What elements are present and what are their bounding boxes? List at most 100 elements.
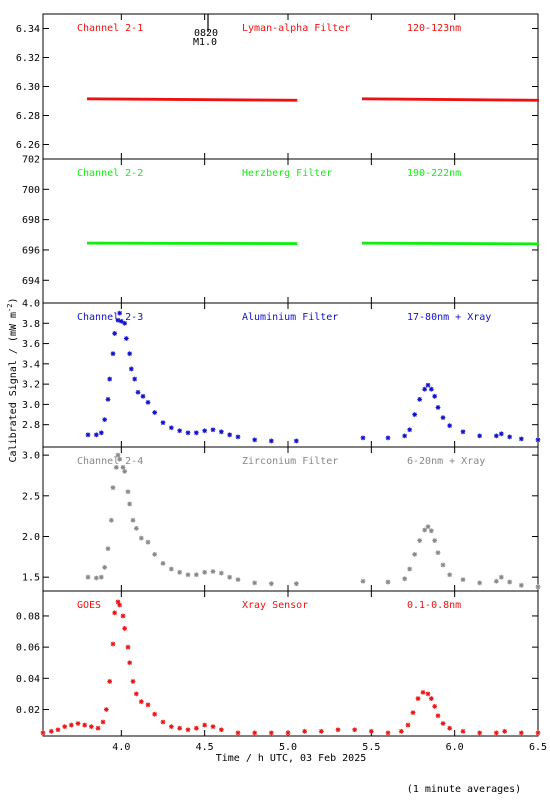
data-point: [373, 241, 376, 245]
data-point: [495, 98, 498, 102]
data-point: [405, 97, 408, 101]
data-point: [115, 599, 121, 605]
data-point: [247, 98, 250, 102]
data-point: [162, 97, 165, 101]
panel-label: Xray Sensor: [242, 600, 308, 611]
data-point: [256, 242, 259, 245]
data-point: [193, 430, 199, 436]
data-point: [456, 98, 459, 102]
data-point: [187, 98, 190, 101]
data-point: [113, 464, 119, 470]
data-point: [352, 727, 358, 733]
data-point: [235, 730, 241, 736]
data-point: [471, 242, 474, 245]
data-point: [408, 241, 411, 245]
data-point: [402, 241, 405, 245]
data-point: [477, 98, 480, 102]
data-point: [474, 98, 477, 102]
data-point: [125, 241, 128, 245]
data-point: [122, 97, 125, 101]
data-point: [112, 610, 118, 616]
data-point: [123, 241, 126, 245]
data-point: [103, 97, 106, 101]
data-point: [205, 241, 208, 245]
data-point: [416, 97, 419, 101]
data-point: [244, 242, 247, 245]
data-point: [418, 241, 421, 245]
data-point: [425, 691, 431, 697]
data-point: [144, 241, 147, 245]
data-point: [98, 430, 104, 436]
data-point: [414, 97, 417, 101]
data-point: [157, 97, 160, 101]
data-point: [455, 98, 458, 101]
data-point: [152, 241, 155, 245]
data-point: [268, 438, 274, 444]
data-point: [266, 242, 269, 245]
data-point: [488, 98, 491, 102]
y-tick-label: 2.5: [22, 491, 40, 502]
data-point: [450, 242, 453, 245]
y-tick-label: 2.8: [22, 420, 40, 431]
data-point: [250, 98, 253, 102]
data-point: [184, 241, 187, 245]
x-tick-label: 4.0: [112, 742, 130, 753]
data-point: [93, 241, 96, 245]
y-axis-label-close: ): [8, 298, 19, 304]
data-point: [170, 98, 173, 101]
data-point: [397, 97, 400, 101]
data-point: [371, 241, 374, 245]
data-point: [252, 437, 258, 443]
data-point: [390, 241, 393, 245]
data-point: [239, 242, 242, 245]
data-point: [268, 581, 274, 587]
data-point: [117, 310, 123, 316]
data-point: [517, 98, 520, 102]
data-point: [261, 242, 264, 245]
data-point: [381, 97, 384, 101]
data-point: [460, 728, 466, 734]
data-point: [475, 98, 478, 102]
data-point: [525, 98, 528, 102]
data-point: [215, 242, 218, 245]
data-point: [187, 241, 190, 245]
panel-label: 17-80nm + Xray: [407, 312, 491, 323]
data-point: [123, 336, 129, 341]
data-point: [435, 405, 441, 410]
data-point: [362, 241, 364, 245]
y-tick-label: 3.6: [22, 339, 40, 350]
x-tick-label: 5.0: [279, 742, 297, 753]
data-point: [111, 241, 114, 245]
data-point: [218, 98, 221, 102]
data-point: [112, 331, 118, 336]
data-point: [279, 98, 282, 102]
data-point: [439, 242, 442, 245]
data-point: [185, 430, 191, 436]
data-point: [435, 98, 438, 101]
data-point: [402, 97, 405, 101]
data-point: [131, 241, 134, 245]
data-point: [455, 242, 458, 245]
data-point: [229, 242, 232, 245]
data-point: [98, 574, 104, 580]
data-point: [133, 241, 136, 245]
data-point: [247, 242, 250, 245]
data-point: [463, 242, 466, 245]
data-point: [488, 242, 491, 246]
data-point: [98, 97, 101, 101]
data-point: [524, 242, 527, 246]
data-point: [167, 241, 170, 245]
data-point: [120, 613, 126, 619]
data-point: [202, 428, 208, 434]
data-point: [437, 98, 440, 101]
data-point: [402, 576, 408, 582]
data-point: [382, 241, 385, 245]
data-point: [428, 528, 434, 534]
data-point: [100, 719, 106, 725]
data-point: [237, 98, 240, 102]
data-point: [202, 98, 205, 102]
data-point: [535, 437, 541, 443]
data-point: [432, 703, 438, 709]
data-point: [40, 730, 46, 736]
data-point: [363, 241, 366, 245]
